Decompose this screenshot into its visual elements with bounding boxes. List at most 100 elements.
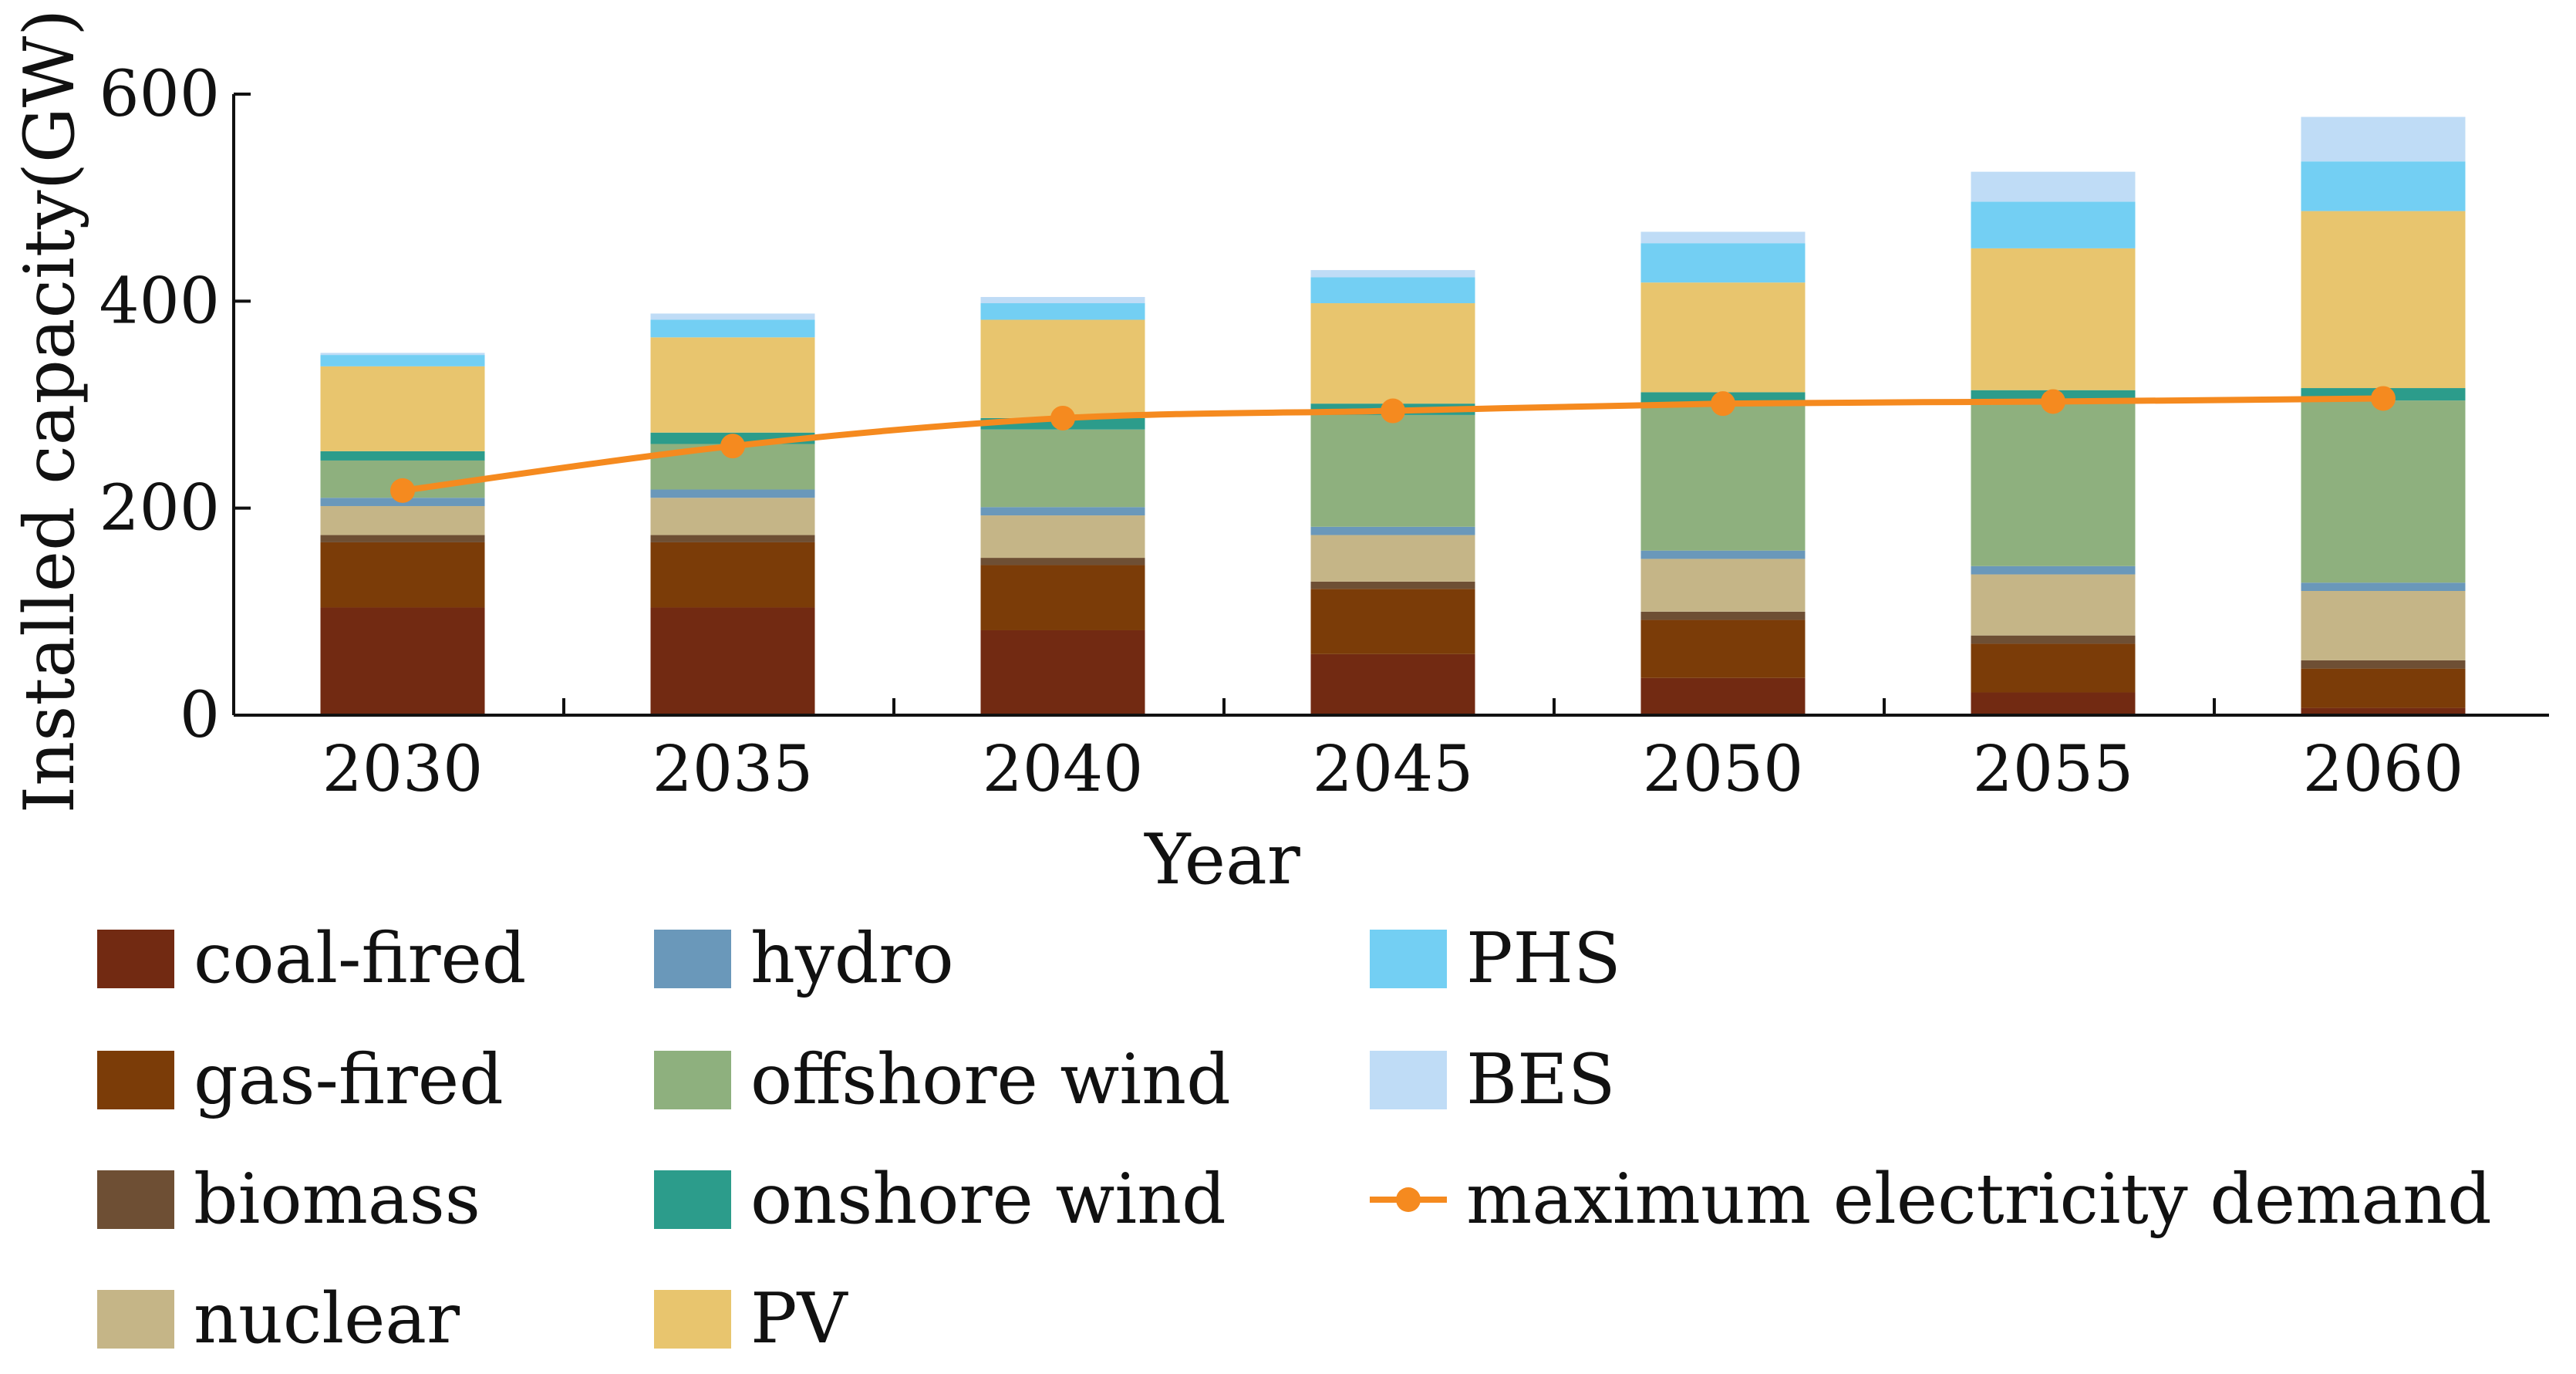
bar-segment-2035-biomass [650, 535, 815, 542]
bar-segment-2055-offshore-wind [1971, 402, 2136, 566]
bar-segment-2060-nuclear [2301, 591, 2466, 660]
bar-segment-2055-bes [1971, 171, 2136, 202]
bar-segment-2060-hydro [2301, 582, 2466, 591]
legend-swatch-marker-maximum-electricity-demand [1396, 1187, 1421, 1212]
demand-point-2045 [1381, 398, 1405, 424]
bar-segment-2035-pv [650, 337, 815, 433]
bar-segment-2060-coal-fired [2301, 707, 2466, 715]
bar-segment-2055-phs [1971, 201, 2136, 248]
legend-label-phs: PHS [1466, 918, 1621, 999]
bar-segment-2055-nuclear [1971, 574, 2136, 636]
bar-segment-2060-phs [2301, 161, 2466, 211]
legend-swatch-offshore-wind [654, 1051, 731, 1109]
x-tick-label: 2055 [1973, 733, 2134, 806]
bar-segment-2050-nuclear [1640, 559, 1806, 612]
bar-segment-2055-gas-fired [1971, 643, 2136, 693]
demand-line-layer [390, 386, 2396, 503]
bar-segment-2030-bes [320, 353, 485, 356]
legend-swatch-nuclear [97, 1290, 174, 1349]
demand-point-2050 [1711, 391, 1735, 417]
demand-point-2040 [1050, 405, 1075, 430]
bar-segment-2050-bes [1640, 231, 1806, 244]
bar-segment-2045-coal-fired [1310, 653, 1475, 715]
legend-swatch-bes [1370, 1051, 1447, 1109]
bar-segment-2035-coal-fired [650, 607, 815, 715]
bar-segment-2060-bes [2301, 116, 2466, 162]
bar-segment-2050-pv [1640, 282, 1806, 393]
bar-segment-2050-phs [1640, 243, 1806, 283]
axes-layer [232, 94, 2549, 717]
legend-swatch-hydro [654, 930, 731, 988]
legend: coal-fired gas-fired biomass nuclear hydro of… [97, 918, 2492, 1359]
bar-segment-2040-biomass [980, 558, 1145, 565]
bar-segment-2060-pv [2301, 211, 2466, 389]
bar-segment-2050-offshore-wind [1640, 404, 1806, 551]
y-tick-label: 200 [99, 472, 220, 545]
legend-label-coal-fired: coal-fired [194, 918, 526, 999]
bar-segment-2045-hydro [1310, 526, 1475, 535]
legend-label-maximum-electricity-demand: maximum electricity demand [1466, 1159, 2492, 1240]
x-tick-label: 2050 [1643, 733, 1804, 806]
bar-segment-2050-hydro [1640, 550, 1806, 559]
legend-label-hydro: hydro [750, 918, 954, 999]
bar-segment-2060-biomass [2301, 660, 2466, 669]
bar-segment-2055-coal-fired [1971, 692, 2136, 715]
bar-segment-2030-coal-fired [320, 607, 485, 715]
bar-segment-2040-phs [980, 303, 1145, 320]
legend-swatch-gas-fired [97, 1051, 174, 1109]
x-tick-label: 2060 [2303, 733, 2464, 806]
bar-segment-2030-nuclear [320, 505, 485, 535]
ticks-layer: 0 200 400 600 2030 2035 2040 2045 2050 2055 2060 [99, 58, 2463, 806]
bar-segment-2040-bes [980, 296, 1145, 304]
bar-segment-2045-pv [1310, 303, 1475, 404]
y-axis-title: Installed capacity(GW) [9, 9, 90, 814]
bar-segment-2050-gas-fired [1640, 619, 1806, 678]
bar-segment-2040-gas-fired [980, 565, 1145, 630]
bar-segment-2035-hydro [650, 489, 815, 498]
y-tick-label: 600 [99, 58, 220, 131]
bar-segment-2060-gas-fired [2301, 668, 2466, 708]
legend-label-gas-fired: gas-fired [194, 1039, 504, 1120]
bar-segment-2045-nuclear [1310, 535, 1475, 582]
bar-segment-2030-gas-fired [320, 542, 485, 608]
bar-segment-2030-phs [320, 355, 485, 366]
x-axis-title: Year [1143, 819, 1301, 900]
demand-point-2030 [390, 478, 415, 503]
legend-swatch-pv [654, 1290, 731, 1349]
bar-segment-2040-nuclear [980, 515, 1145, 559]
bar-segment-2040-offshore-wind [980, 429, 1145, 508]
legend-label-onshore-wind: onshore wind [750, 1159, 1226, 1240]
x-tick-label: 2035 [652, 733, 814, 806]
bar-segment-2055-pv [1971, 248, 2136, 390]
bar-segment-2030-pv [320, 366, 485, 451]
legend-label-bes: BES [1466, 1039, 1616, 1120]
bar-segment-2045-gas-fired [1310, 589, 1475, 654]
legend-label-offshore-wind: offshore wind [750, 1039, 1231, 1120]
bar-segment-2045-biomass [1310, 581, 1475, 589]
bar-segment-2045-offshore-wind [1310, 414, 1475, 527]
bar-segment-2035-gas-fired [650, 542, 815, 608]
demand-point-2060 [2371, 386, 2396, 411]
demand-point-2035 [720, 434, 745, 459]
bar-segment-2035-nuclear [650, 498, 815, 535]
bar-segment-2040-hydro [980, 507, 1145, 516]
bar-segment-2055-biomass [1971, 635, 2136, 644]
x-tick-label: 2030 [322, 733, 484, 806]
bar-segment-2035-phs [650, 319, 815, 338]
bar-segment-2050-coal-fired [1640, 677, 1806, 715]
bar-segment-2030-onshore-wind [320, 451, 485, 461]
legend-swatch-phs [1370, 930, 1447, 988]
bar-segment-2040-pv [980, 319, 1145, 418]
x-tick-label: 2045 [1313, 733, 1474, 806]
bar-segment-2030-biomass [320, 535, 485, 542]
bars-layer [320, 116, 2466, 715]
bar-segment-2060-offshore-wind [2301, 400, 2466, 583]
legend-label-pv: PV [750, 1278, 849, 1359]
y-tick-label: 400 [99, 265, 220, 338]
bar-segment-2055-hydro [1971, 565, 2136, 575]
demand-point-2055 [2041, 389, 2065, 414]
legend-swatch-onshore-wind [654, 1170, 731, 1229]
bar-segment-2045-bes [1310, 270, 1475, 278]
bar-segment-2035-bes [650, 313, 815, 320]
